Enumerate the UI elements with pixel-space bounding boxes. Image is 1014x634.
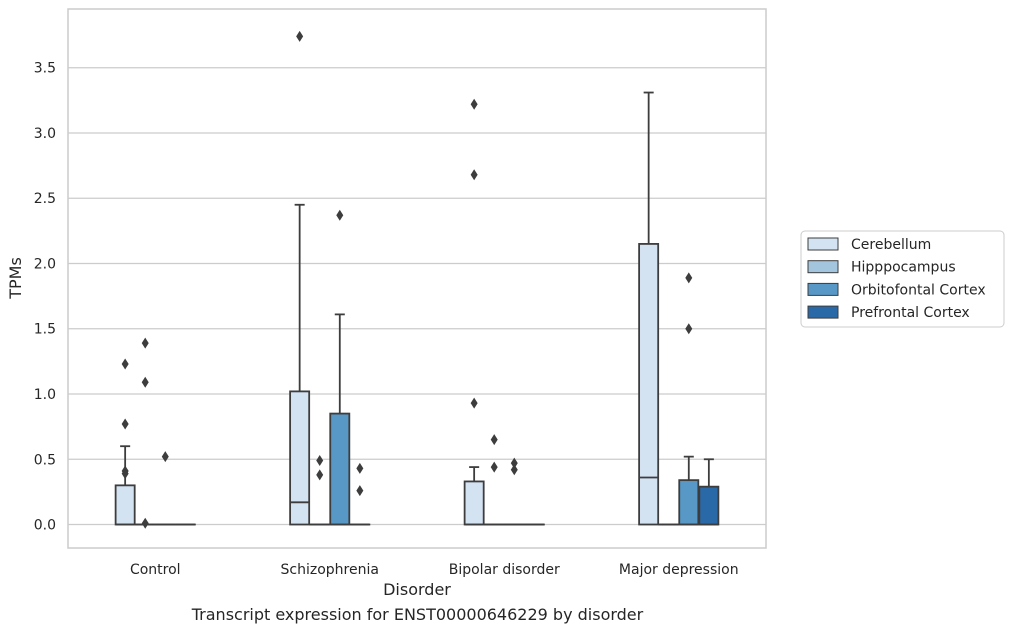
x-axis-label: Disorder [383, 580, 451, 599]
x-tick-label: Major depression [619, 562, 739, 578]
legend-swatch [807, 260, 839, 274]
outlier-point [685, 323, 693, 335]
outlier-point [356, 485, 364, 497]
box-body [463, 480, 485, 526]
outlier-point [510, 457, 518, 469]
outlier-point [470, 397, 478, 409]
y-tick-label: 2.0 [34, 256, 56, 272]
legend-label: Prefrontal Cortex [851, 305, 970, 321]
box [349, 462, 371, 526]
x-tick-label: Control [130, 562, 181, 578]
y-tick-label: 0.5 [34, 452, 56, 468]
legend-label: Orbitofontal Cortex [851, 282, 986, 298]
y-tick-label: 0.0 [34, 518, 56, 534]
y-tick-label: 3.5 [34, 61, 56, 77]
legend-swatch [807, 282, 839, 296]
legend-item: Prefrontal Cortex [807, 305, 970, 321]
outlier-point [296, 30, 304, 42]
outlier-point [141, 376, 149, 388]
outlier-point [470, 169, 478, 181]
legend-label: Cerebellum [851, 237, 931, 253]
box [309, 455, 331, 526]
box-body [329, 412, 351, 526]
box [503, 457, 525, 526]
outlier-point [685, 272, 693, 284]
box [154, 451, 176, 526]
x-axis-ticks: Control Schizophrenia Bipolar disorder Majo… [130, 562, 739, 578]
outlier-point [141, 517, 149, 529]
box [289, 30, 311, 526]
outlier-point [316, 469, 324, 481]
outlier-point [141, 337, 149, 349]
outlier-point [470, 98, 478, 110]
box [463, 98, 485, 526]
x-tick-label: Bipolar disorder [449, 562, 560, 578]
y-tick-label: 3.0 [34, 126, 56, 142]
box [114, 358, 136, 526]
outlier-point [121, 418, 129, 430]
y-tick-label: 2.5 [34, 191, 56, 207]
y-tick-label: 1.0 [34, 387, 56, 403]
box [134, 337, 156, 529]
box [329, 209, 351, 526]
legend-swatch [807, 237, 839, 251]
legend-item: Cerebellum [807, 237, 931, 253]
legend-label: Hipppocampus [851, 260, 956, 276]
box [483, 434, 505, 526]
series-cerebellum [114, 30, 660, 526]
outlier-point [490, 461, 498, 473]
box-body [289, 390, 311, 526]
y-axis-ticks: 0.0 0.5 1.0 1.5 2.0 2.5 3.0 3.5 [34, 61, 56, 534]
outlier-point [161, 451, 169, 463]
x-tick-label: Schizophrenia [281, 562, 379, 578]
plot-frame [67, 8, 767, 549]
outlier-point [356, 462, 364, 474]
series-hipppocampus [134, 337, 680, 529]
box-body [114, 484, 136, 526]
outlier-point [490, 434, 498, 446]
y-grid [68, 67, 766, 526]
box-series [114, 30, 720, 529]
box-body [638, 243, 660, 526]
series-prefrontal-cortex [174, 458, 720, 526]
box [638, 91, 660, 526]
chart-caption: Transcript expression for ENST0000064622… [191, 605, 644, 624]
box-body [678, 479, 700, 526]
outlier-point [121, 468, 129, 480]
box [698, 458, 720, 526]
y-axis-label: TPMs [6, 257, 25, 300]
outlier-point [336, 209, 344, 221]
legend-item: Orbitofontal Cortex [807, 282, 986, 298]
legend-swatch [807, 305, 839, 319]
legend-item: Hipppocampus [807, 260, 956, 276]
legend-frame [800, 230, 1005, 328]
y-tick-label: 1.5 [34, 322, 56, 338]
legend: Cerebellum Hipppocampus Orbitofontal Corte… [800, 230, 1005, 328]
outlier-point [121, 358, 129, 370]
outlier-point [510, 464, 518, 476]
series-orbitofontal-cortex [154, 209, 700, 526]
outlier-point [316, 455, 324, 467]
box [678, 272, 700, 526]
box-body [698, 485, 720, 526]
